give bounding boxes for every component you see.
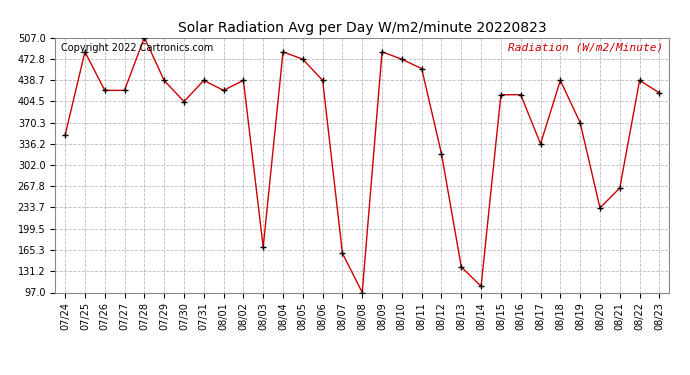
Title: Solar Radiation Avg per Day W/m2/minute 20220823: Solar Radiation Avg per Day W/m2/minute … <box>178 21 546 35</box>
Text: Copyright 2022 Cartronics.com: Copyright 2022 Cartronics.com <box>61 43 214 52</box>
Text: Radiation (W/m2/Minute): Radiation (W/m2/Minute) <box>508 43 663 52</box>
